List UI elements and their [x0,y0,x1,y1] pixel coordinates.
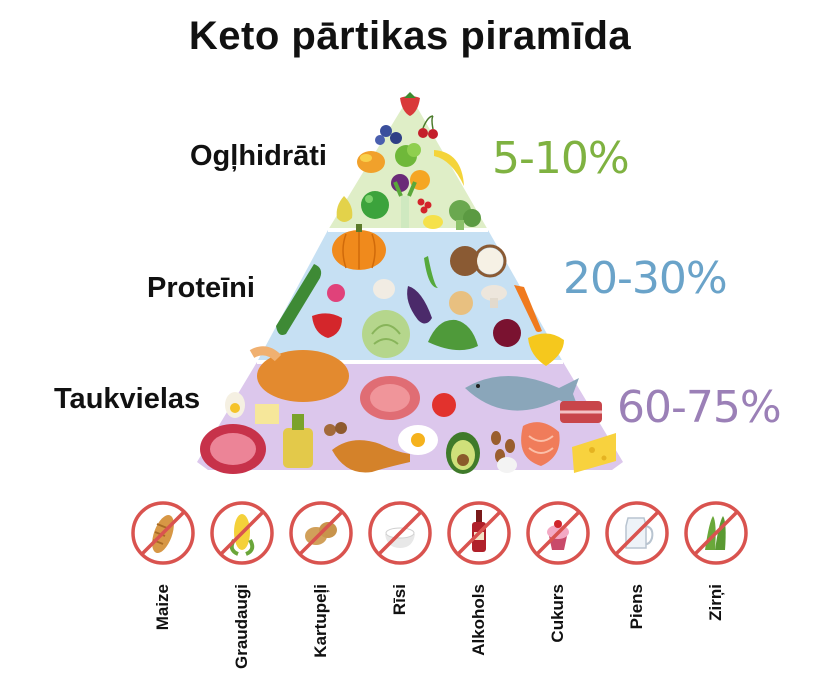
pear-icon [336,196,353,222]
olive-oil-icon [283,414,313,468]
corn-icon [210,501,274,565]
lemon-icon [423,215,443,229]
salmon-steak-icon [521,422,560,466]
banned-label-cukurs: Cukurs [548,584,567,643]
cherries-icon [418,115,438,139]
banned-label-graudaugi: Graudaugi [232,584,251,670]
banana-icon [434,150,464,186]
bacon-icon [560,401,602,423]
nuts-icon [324,422,347,436]
bread-icon [131,501,195,565]
strawberry-icon [400,92,420,116]
cheese-icon [572,433,616,473]
tier-label-protein: Proteīni [147,272,255,304]
banned-label-piens: Piens [627,584,646,630]
lettuce-icon [395,143,421,167]
cupcake-icon [526,501,590,565]
egg-white-icon [497,457,517,473]
protein-foods-group [276,224,564,366]
avocado-icon [446,432,480,474]
banned-foods-list: Maize Graudaugi Kartupeļi Rīsi [130,500,750,690]
banned-label-zirni: Zirņi [706,584,725,621]
tier-percent-carbs: 5-10% [492,133,630,184]
yellow-pepper-icon [528,333,564,366]
leek-icon [393,181,417,228]
carrot-icon [514,285,542,332]
onion-icon [449,291,473,315]
banned-label-alkohols: Alkohols [469,584,488,656]
tier-label-carbs: Ogļhidrāti [190,140,327,172]
banned-label-kartupeli: Kartupeļi [311,584,330,658]
banned-label-risi: Rīsi [390,584,409,616]
banned-item-maize: Maize [130,500,196,690]
chard-icon [428,319,478,351]
eggplant-icon [407,286,432,324]
mango-icon [357,151,385,173]
banned-item-cukurs: Cukurs [525,500,591,690]
garlic-icon [373,279,395,299]
tomato-icon [432,393,456,417]
green-chili-icon [424,256,438,288]
page-title: Keto pārtikas piramīda [188,14,632,58]
coconut-icon [450,244,507,278]
ham-slice-icon [360,376,420,420]
fried-egg-icon [398,425,438,455]
banned-item-zirni: Zirņi [683,500,749,690]
green-apple-icon [361,191,389,219]
fats-foods-group [200,346,616,474]
tier-percent-fats: 60-75% [617,382,782,433]
cucumber-icon [276,264,322,335]
milk-jug-icon [605,501,669,565]
radish-icon [327,284,345,302]
steak-icon [200,424,266,474]
tier-percent-protein: 20-30% [563,253,728,304]
chicken-leg-icon [332,440,410,473]
red-pepper-icon [312,313,342,338]
potato-icon [289,501,353,565]
carbs-foods-group [336,92,481,230]
rice-bowl-icon [368,501,432,565]
banned-item-kartupeli: Kartupeļi [288,500,354,690]
banned-item-graudaugi: Graudaugi [209,500,275,690]
banned-item-alkohols: Alkohols [446,500,512,690]
blueberries-icon [375,125,402,145]
mushroom-icon [481,285,507,308]
peas-icon [684,501,748,565]
egg-icon [225,392,245,418]
tier-label-fats: Taukvielas [54,383,201,415]
cabbage-icon [362,310,410,358]
roast-chicken-icon [249,346,349,402]
beetroot-icon [493,319,521,347]
broccoli-icon [449,200,481,230]
banned-label-maize: Maize [153,584,172,631]
banned-item-piens: Piens [604,500,670,690]
banned-item-risi: Rīsi [367,500,433,690]
wine-bottle-icon [447,501,511,565]
salmon-fish-icon [465,376,579,411]
redcurrant-icon [417,198,432,214]
butter-icon [255,404,279,424]
pumpkin-icon [332,224,386,270]
